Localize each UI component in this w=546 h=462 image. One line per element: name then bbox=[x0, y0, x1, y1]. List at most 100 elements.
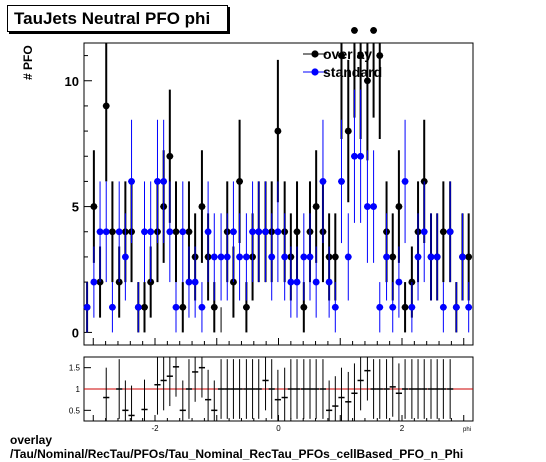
standard-point bbox=[109, 303, 116, 311]
y-tick-label: 0 bbox=[72, 325, 79, 340]
y-tick-label: 5 bbox=[72, 200, 79, 215]
overlay-point bbox=[401, 303, 409, 311]
standard-point bbox=[274, 228, 282, 236]
standard-point bbox=[439, 303, 447, 311]
standard-point bbox=[459, 253, 466, 261]
standard-point bbox=[420, 228, 428, 236]
legend-entry-standard: standard bbox=[323, 64, 382, 80]
overlay-point bbox=[351, 27, 358, 34]
ratio-x-tick-label: 2 bbox=[400, 424, 405, 433]
x-axis-label: phi bbox=[463, 427, 471, 433]
standard-point bbox=[179, 228, 187, 236]
standard-point bbox=[319, 178, 327, 185]
overlay-point bbox=[300, 303, 308, 311]
standard-point bbox=[154, 178, 161, 185]
standard-point bbox=[331, 303, 339, 311]
overlay-point bbox=[439, 228, 447, 236]
standard-point bbox=[242, 253, 250, 261]
standard-point bbox=[383, 253, 390, 261]
main-plot-marks bbox=[83, 27, 473, 333]
overlay-point bbox=[242, 303, 250, 311]
legend-entry-overlay: overlay bbox=[323, 46, 372, 62]
standard-point bbox=[134, 303, 142, 311]
standard-point bbox=[446, 228, 454, 236]
overlay-point bbox=[109, 228, 116, 236]
overlay-point bbox=[293, 228, 301, 236]
standard-point bbox=[223, 253, 231, 261]
overlay-point bbox=[364, 77, 371, 85]
overlay-point bbox=[172, 228, 180, 236]
standard-point bbox=[102, 228, 110, 236]
legend: overlay standard bbox=[303, 46, 382, 80]
legend-marker bbox=[311, 50, 319, 58]
overlay-point bbox=[389, 253, 397, 261]
overlay-point bbox=[179, 303, 187, 311]
standard-point bbox=[376, 303, 384, 311]
standard-point bbox=[357, 152, 365, 160]
overlay-point bbox=[102, 102, 110, 110]
standard-point bbox=[198, 303, 206, 311]
y-tick-label: 10 bbox=[65, 74, 79, 89]
standard-point bbox=[427, 253, 435, 261]
standard-point bbox=[287, 278, 295, 286]
standard-point bbox=[268, 253, 276, 261]
standard-point bbox=[401, 178, 409, 185]
standard-point bbox=[160, 178, 168, 185]
standard-point bbox=[96, 228, 104, 236]
standard-point bbox=[344, 253, 352, 261]
caption-line-2: /Tau/Nominal/RecTau/PFOs/Tau_Nominal_Rec… bbox=[10, 447, 464, 461]
overlay-point bbox=[185, 228, 193, 236]
standard-point bbox=[166, 228, 174, 236]
ratio-x-tick-label: -2 bbox=[151, 424, 159, 433]
standard-point bbox=[128, 178, 135, 185]
overlay-point bbox=[236, 178, 244, 185]
overlay-point bbox=[344, 127, 352, 135]
standard-point bbox=[121, 253, 129, 261]
standard-point bbox=[433, 253, 441, 261]
standard-point bbox=[370, 203, 377, 210]
standard-point bbox=[236, 253, 244, 261]
overlay-point bbox=[90, 203, 98, 210]
standard-point bbox=[465, 303, 473, 311]
overlay-point bbox=[141, 303, 148, 311]
overlay-point bbox=[376, 52, 384, 59]
standard-point bbox=[262, 228, 269, 236]
legend-marker bbox=[311, 68, 319, 76]
standard-point bbox=[325, 278, 333, 286]
overlay-point bbox=[338, 52, 345, 59]
standard-point bbox=[115, 228, 123, 236]
ratio-plot-axes: 0.5 1 1.5 -2 0 2 phi bbox=[69, 356, 474, 433]
overlay-point bbox=[198, 203, 206, 210]
standard-point bbox=[408, 303, 416, 311]
standard-point bbox=[191, 278, 199, 286]
standard-point bbox=[255, 228, 263, 236]
ratio-x-tick-label: 0 bbox=[276, 424, 281, 433]
overlay-point bbox=[210, 303, 218, 311]
standard-point bbox=[395, 278, 403, 286]
ratio-y-tick-label: 1.5 bbox=[69, 364, 81, 373]
standard-point bbox=[300, 253, 308, 261]
ratio-plot-marks bbox=[103, 357, 454, 421]
standard-point bbox=[312, 278, 320, 286]
standard-point bbox=[230, 228, 237, 236]
standard-point bbox=[204, 228, 212, 236]
overlay-point bbox=[312, 203, 320, 210]
standard-point bbox=[281, 253, 289, 261]
standard-point bbox=[351, 152, 358, 160]
standard-point bbox=[141, 228, 148, 236]
overlay-point bbox=[465, 253, 473, 261]
standard-point bbox=[210, 253, 218, 261]
overlay-point bbox=[395, 203, 403, 210]
standard-point bbox=[338, 178, 345, 185]
overlay-point bbox=[331, 253, 339, 261]
main-plot-axes: 0 5 10 bbox=[65, 42, 474, 346]
caption-line-1: overlay bbox=[10, 433, 53, 447]
standard-point bbox=[172, 303, 180, 311]
standard-point bbox=[452, 303, 460, 311]
standard-point bbox=[217, 253, 225, 261]
standard-point bbox=[306, 253, 314, 261]
standard-point bbox=[83, 303, 91, 311]
standard-point bbox=[90, 278, 98, 286]
overlay-point bbox=[370, 27, 377, 34]
